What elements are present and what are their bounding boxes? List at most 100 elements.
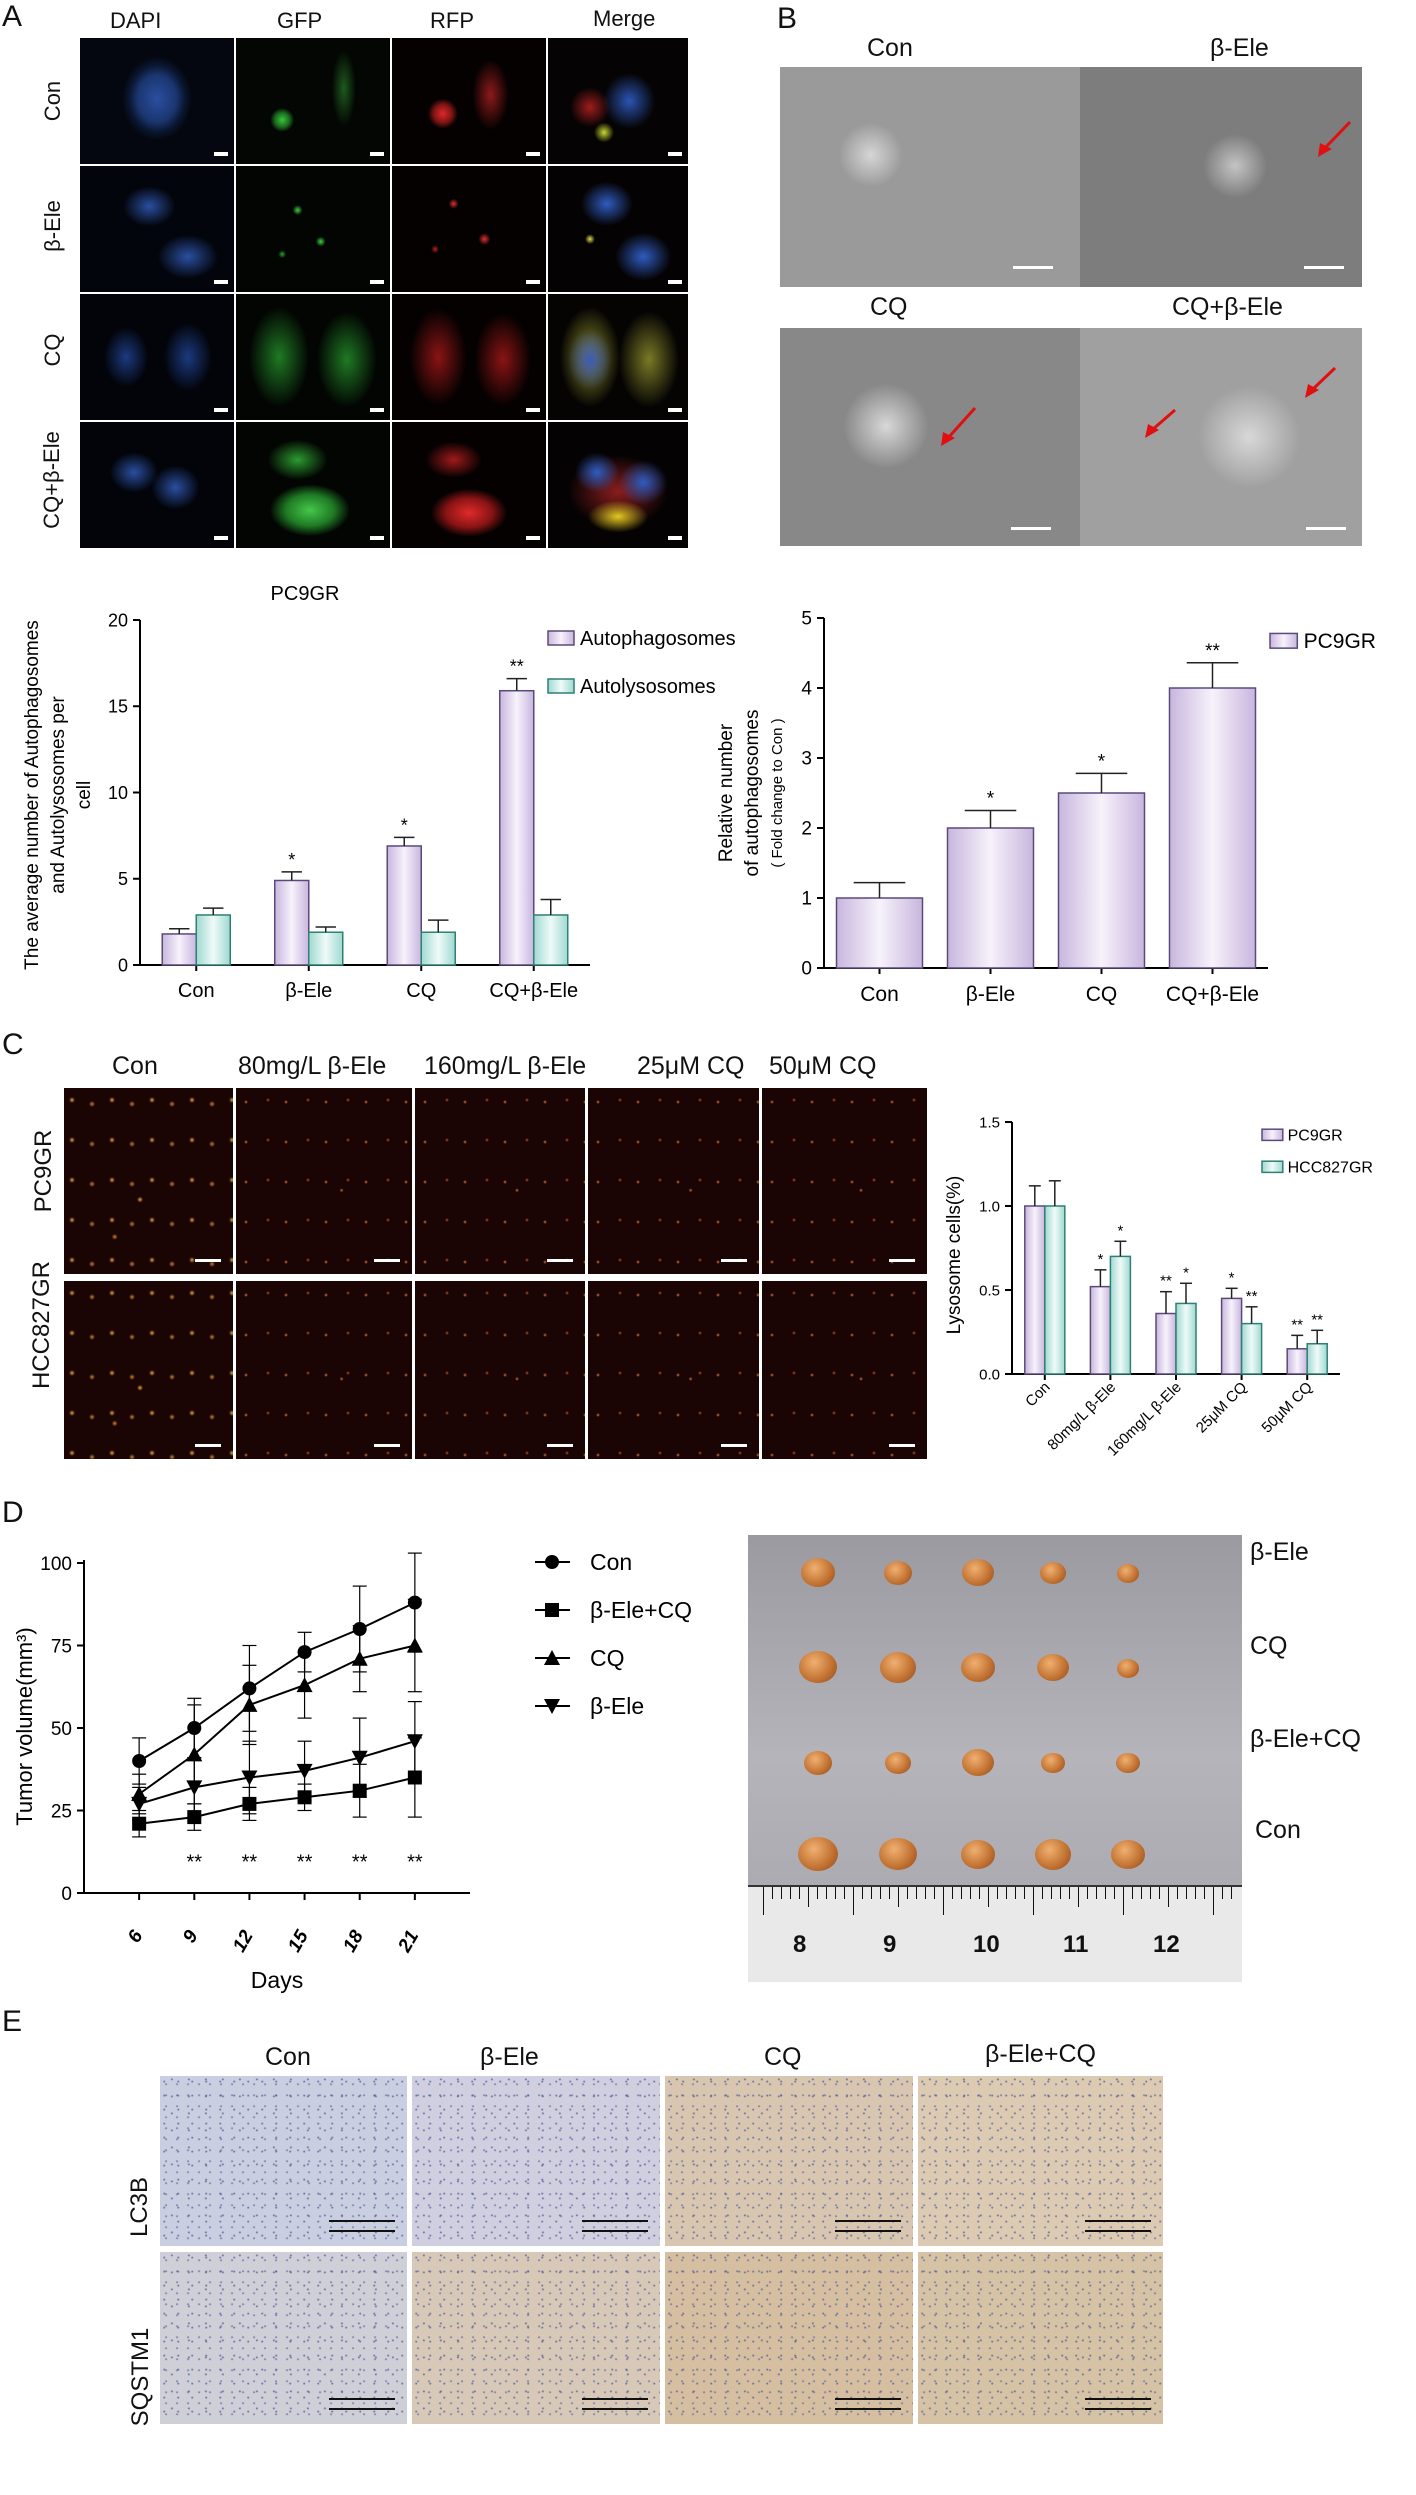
lysosome-micrograph	[236, 1088, 412, 1274]
ruler-tick	[1213, 1887, 1214, 1915]
scale-bar	[374, 1444, 400, 1447]
micrograph-gfp-con	[236, 38, 392, 166]
significance-label: **	[352, 1851, 368, 1873]
scale-bar	[329, 2220, 395, 2232]
ruler-tick	[1042, 1887, 1043, 1899]
lysosome-micrograph	[236, 1281, 412, 1459]
ruler-tick	[1177, 1887, 1178, 1899]
ruler-number: 12	[1153, 1931, 1180, 1958]
y-tick-label: 25	[51, 1802, 72, 1823]
marker	[132, 1754, 147, 1768]
ruler-tick	[934, 1887, 935, 1899]
chart-autophagy-counts: 0 5 10 15 20 Con β-Ele * CQ * CQ+β-Ele ** Autophagos…	[22, 583, 736, 1002]
y-tick-label: 1.0	[979, 1198, 1000, 1215]
scale-bar	[582, 2398, 648, 2410]
tumor	[1040, 1562, 1066, 1585]
tumor	[1117, 1659, 1139, 1678]
lysosome-micrograph	[588, 1281, 759, 1459]
ihc-micrograph	[665, 2252, 913, 2424]
ruler-number: 9	[883, 1931, 897, 1958]
series-line	[138, 1740, 416, 1805]
scale-bar	[835, 2220, 901, 2232]
series-3	[131, 1701, 423, 1821]
tem-image-con	[780, 67, 1083, 287]
ruler-tick	[889, 1887, 890, 1899]
ruler-tick	[1231, 1887, 1232, 1899]
chart-tumor-volume: 0 25 50 75 100 6 9 ** 12 ** 15 ** 18 ** 21 ** Con β-Ele+C…	[12, 1549, 692, 1993]
series-2	[131, 1598, 423, 1815]
x-tick-label: 12	[229, 1927, 258, 1956]
row-label-cq: CQ	[40, 333, 65, 367]
legend-label: HCC827GR	[1288, 1159, 1373, 1176]
significance-label: *	[987, 789, 995, 810]
ruler-tick	[1195, 1887, 1196, 1899]
ihc-micrograph	[412, 2252, 660, 2424]
scale-bar	[547, 1444, 573, 1447]
significance-label: **	[297, 1851, 313, 1873]
micrograph-merge-con	[548, 38, 690, 166]
ruler-tick	[988, 1887, 989, 1907]
ruler-tick	[1033, 1887, 1034, 1915]
c-row-label-pc9gr: PC9GR	[30, 1129, 57, 1213]
bar	[1109, 1255, 1132, 1375]
ruler-tick	[1150, 1887, 1151, 1899]
ruler-tick	[808, 1887, 809, 1907]
bar	[835, 897, 924, 969]
significance-label: **	[1291, 1316, 1303, 1333]
bar	[1168, 687, 1257, 969]
c-row-label-hcc827gr: HCC827GR	[28, 1260, 55, 1390]
tumor	[961, 1653, 995, 1682]
scale-bar	[1085, 2398, 1151, 2410]
bar	[195, 914, 231, 966]
y-tick-label: 0	[801, 959, 812, 980]
lysosome-micrograph	[762, 1088, 927, 1274]
significance-label: *	[401, 815, 408, 835]
e-column-label-beta-ele-cq: β-Ele+CQ	[985, 2040, 1096, 2068]
x-tick-label: Con	[860, 983, 899, 1006]
scale-bar	[889, 1444, 915, 1447]
scale-bar	[721, 1444, 747, 1447]
y-axis-label: and Autolysosomes per	[48, 696, 69, 894]
tumor-photo: 8 9 10 11 12	[748, 1535, 1242, 1982]
bar	[1057, 792, 1146, 969]
bar	[161, 933, 197, 966]
y-tick-label: 5	[801, 609, 812, 630]
legend-label: Con	[590, 1549, 632, 1575]
y-tick-label: 20	[108, 610, 128, 630]
y-tick-label: 75	[51, 1637, 72, 1658]
ruler-tick	[826, 1887, 827, 1899]
bar	[274, 879, 310, 966]
tem-label-cq: CQ	[870, 293, 908, 321]
y-axis-label: Lysosome cells(%)	[944, 1176, 965, 1335]
scale-bar	[329, 2398, 395, 2410]
ruler-tick	[1123, 1887, 1124, 1915]
c-column-label-50cq: 50μM CQ	[769, 1052, 877, 1080]
marker	[351, 1650, 368, 1666]
c-column-label-con: Con	[112, 1052, 158, 1080]
panel-label-b: B	[777, 2, 798, 35]
bar	[1155, 1312, 1177, 1375]
tumor	[961, 1840, 995, 1869]
ihc-micrograph	[665, 2076, 913, 2246]
ruler-tick	[844, 1887, 845, 1899]
marker	[241, 1770, 258, 1786]
ihc-micrograph	[918, 2076, 1163, 2246]
x-tick-label: 15	[284, 1927, 313, 1956]
tumor	[1117, 1564, 1139, 1583]
ihc-micrograph	[160, 2076, 407, 2246]
legend-swatch	[547, 630, 575, 646]
ruler-tick	[979, 1887, 980, 1899]
ruler-tick	[817, 1887, 818, 1899]
series-line	[138, 1644, 416, 1795]
y-axis-label: Relative number	[716, 723, 737, 862]
e-column-label-con: Con	[265, 2043, 311, 2071]
c-column-label-80: 80mg/L β-Ele	[238, 1052, 387, 1080]
marker	[131, 1796, 148, 1812]
marker	[296, 1763, 313, 1779]
ruler-tick	[907, 1887, 908, 1899]
x-tick-label: CQ	[406, 980, 436, 1002]
micrograph-dapi-con	[80, 38, 236, 166]
plate-row-label-beta-ele: β-Ele	[1250, 1538, 1309, 1566]
x-tick-label: 18	[339, 1927, 368, 1956]
y-tick-label: 1	[801, 889, 812, 910]
